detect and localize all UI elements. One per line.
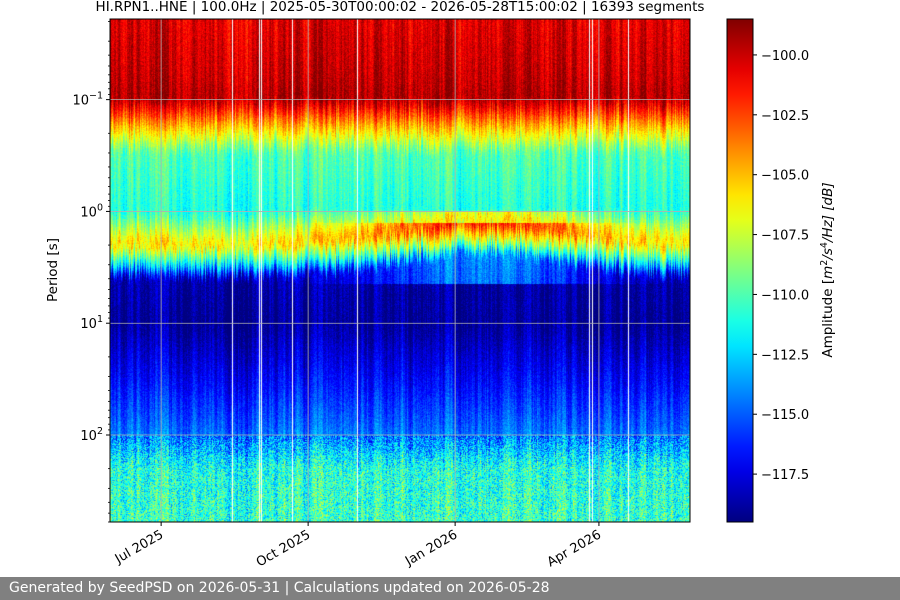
psd-spectrogram-chart: HI.RPN1..HNE | 100.0Hz | 2025-05-30T00:0… [45, 0, 836, 570]
y-tick-label: 101 [80, 314, 103, 332]
colorbar: −100.0 −102.5 −105.0 −107.5 −110.0 −112.5 −115… [726, 18, 836, 523]
colorbar-tick-label: −115.0 [761, 408, 809, 423]
y-tick-label: 100 [80, 202, 103, 220]
plot-frame [109, 18, 691, 523]
grid-lines [110, 19, 690, 522]
colorbar-tick-label: −117.5 [761, 468, 809, 483]
x-tick-label: Oct 2025 [254, 527, 313, 570]
x-tick-label: Apr 2026 [545, 527, 604, 570]
colorbar-tick-label: −107.5 [761, 229, 809, 244]
x-axis: Jul 2025 Oct 2025 Jan 2026 Apr 2026 [112, 522, 604, 570]
heatmap-plot [109, 18, 691, 523]
colorbar-ticks: −100.0 −102.5 −105.0 −107.5 −110.0 −112.5 −115… [753, 49, 809, 483]
footer-bar: Generated by SeedPSD on 2026-05-31 | Cal… [0, 577, 900, 600]
y-axis-label: Period [s] [45, 238, 61, 302]
spectrogram-image [110, 19, 690, 522]
footer-text: Generated by SeedPSD on 2026-05-31 | Cal… [9, 580, 550, 596]
y-tick-label: 102 [80, 426, 103, 444]
colorbar-tick-label: −102.5 [761, 109, 809, 124]
x-tick-label: Jan 2026 [402, 527, 460, 569]
colorbar-gradient [726, 18, 754, 523]
y-axis: 10−1 100 101 102 [72, 21, 110, 523]
colorbar-tick-label: −100.0 [761, 49, 809, 64]
x-tick-label: Jul 2025 [112, 527, 166, 567]
colorbar-tick-label: −112.5 [761, 348, 809, 363]
chart-title: HI.RPN1..HNE | 100.0Hz | 2025-05-30T00:0… [96, 0, 705, 15]
colorbar-tick-label: −105.0 [761, 169, 809, 184]
colorbar-tick-label: −110.0 [761, 288, 809, 303]
y-tick-label: 10−1 [72, 91, 103, 109]
colorbar-label: Amplitude [m2/s4/Hz] [dB] [819, 182, 836, 357]
